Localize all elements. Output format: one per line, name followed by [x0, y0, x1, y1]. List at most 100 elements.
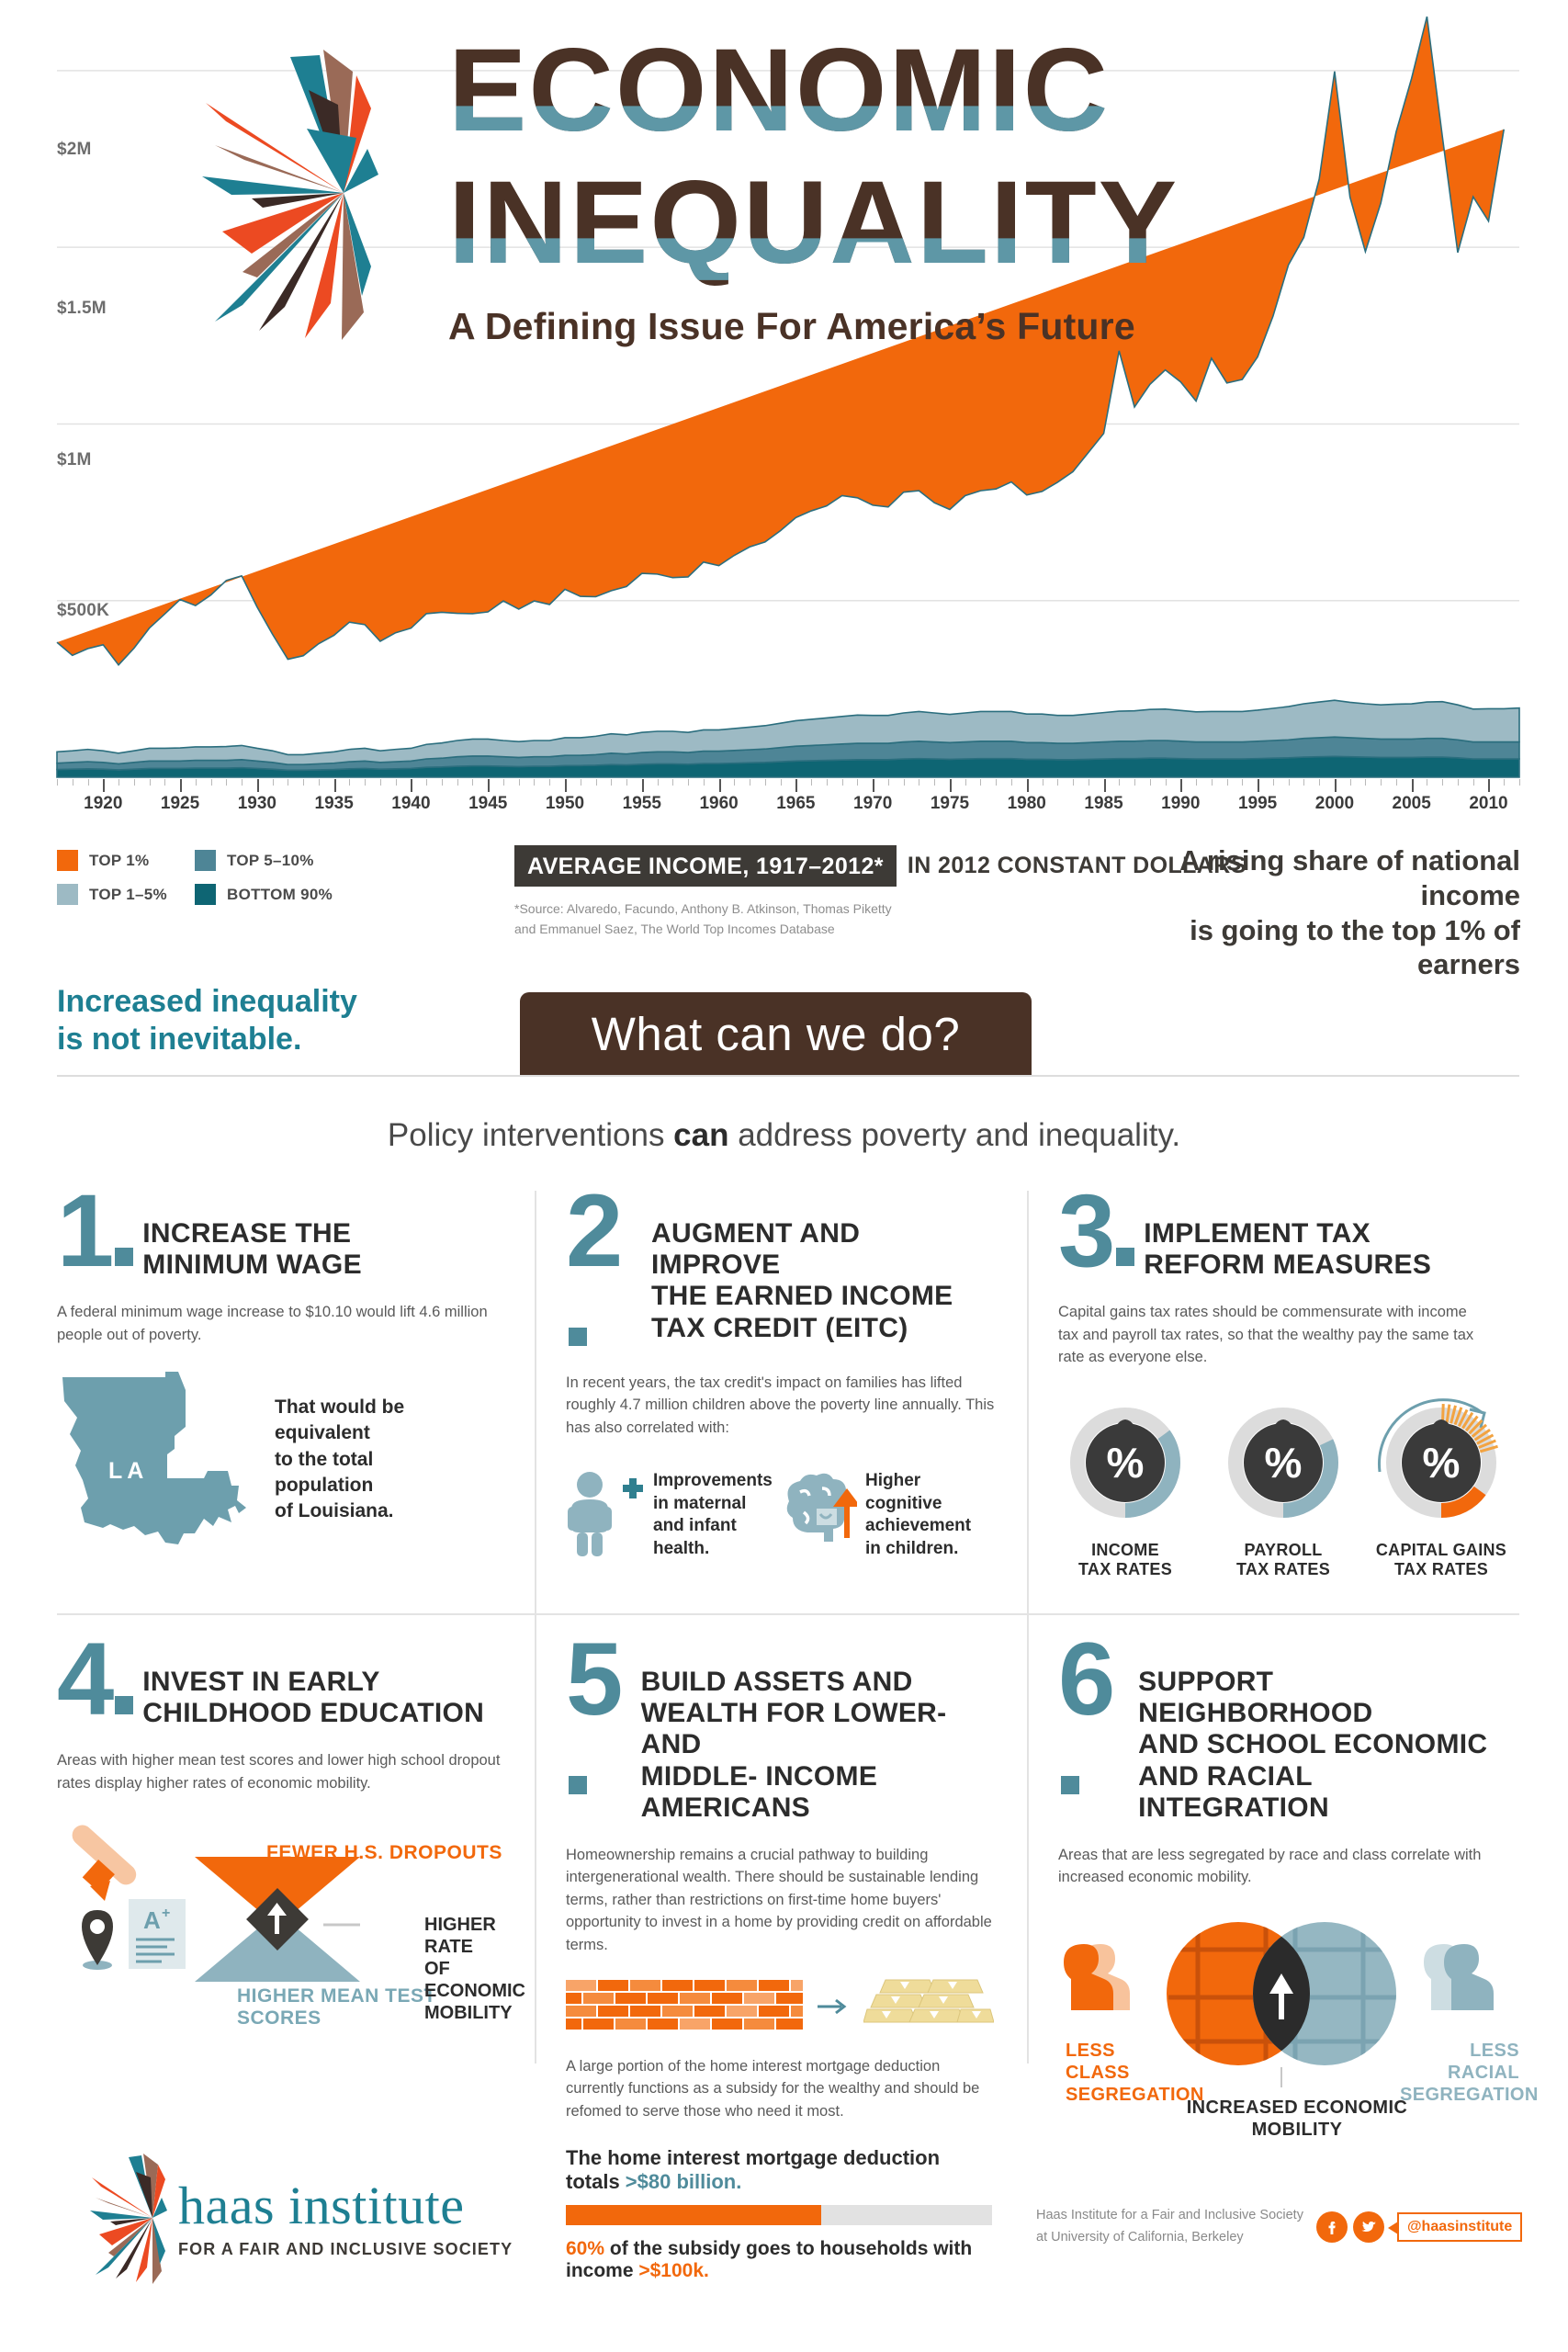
page-footer: haas institute FOR A FAIR AND INCLUSIVE …	[0, 2122, 1568, 2352]
x-tick-label: 1930	[237, 794, 276, 813]
y-tick-label-2m: $2M	[57, 140, 92, 159]
louisiana-abbr: LA	[108, 1458, 149, 1485]
legend-swatch-top1-5	[57, 884, 78, 905]
grade-letter: A	[143, 1906, 161, 1934]
chart-title-block: AVERAGE INCOME, 1917–2012* IN 2012 CONST…	[514, 845, 1247, 939]
y-tick-label-500k: $500K	[57, 601, 109, 620]
legend-item-top5-10: TOP 5–10%	[195, 850, 360, 871]
card-3-number: 3	[1058, 1180, 1138, 1283]
x-tick-major	[1026, 779, 1029, 792]
infant-icon	[568, 1471, 643, 1556]
x-tick-label: 2010	[1469, 794, 1508, 813]
x-tick-minor	[426, 779, 428, 786]
x-tick-minor	[1472, 779, 1474, 786]
x-tick-label: 1935	[314, 794, 354, 813]
x-tick-minor	[1504, 779, 1506, 786]
x-tick-minor	[996, 779, 998, 786]
card-5-number-dot	[569, 1776, 587, 1795]
card-5-number: 5	[566, 1628, 636, 1800]
x-tick-minor	[826, 779, 828, 786]
legend-swatch-bottom90	[195, 884, 216, 905]
x-tick-minor	[1457, 779, 1459, 786]
footer-right: Haas Institute for a Fair and Inclusive …	[1036, 2205, 1523, 2249]
x-tick-major	[873, 779, 875, 792]
venn-bottom-label: INCREASED ECONOMIC MOBILITY	[1186, 2097, 1408, 2140]
twitter-handle[interactable]: @haasinstitute	[1387, 2211, 1523, 2242]
title-block: ECONOMIC ECONOMIC INEQUALITY INEQUALITY …	[448, 32, 1177, 348]
hg-bottom-label: HIGHER MEAN TEST SCORES	[237, 1985, 436, 2030]
x-tick-major	[1103, 779, 1106, 792]
facebook-icon[interactable]	[1315, 2211, 1348, 2243]
x-tick-minor	[764, 779, 766, 786]
x-tick-label: 1975	[930, 794, 970, 813]
card-1-title: INCREASE THE MINIMUM WAGE	[142, 1218, 362, 1281]
x-tick-minor	[657, 779, 659, 786]
class-silhouettes-icon	[1064, 1943, 1130, 2010]
x-tick-minor	[1010, 779, 1012, 786]
chart-area-top-1-	[56, 16, 1506, 666]
x-tick-label: 1945	[468, 794, 508, 813]
footer-logo-tagline: FOR A FAIR AND INCLUSIVE SOCIETY	[178, 2239, 513, 2258]
legend-item-top1: TOP 1%	[57, 850, 195, 871]
footer-address: Haas Institute for a Fair and Inclusive …	[1036, 2208, 1303, 2245]
x-tick-minor	[87, 779, 89, 786]
subtitle: A Defining Issue For America’s Future	[448, 305, 1135, 347]
x-axis-ticks: 1920 1925 1930 1935 1940 1945 1950 1955 1960 1965…	[57, 779, 1520, 813]
x-tick-minor	[457, 779, 458, 786]
x-tick-label: 1965	[776, 794, 816, 813]
policy-bold: can	[673, 1117, 729, 1153]
subsidy-income-threshold: >$100k.	[638, 2260, 709, 2282]
mobility-up-arrow-icon	[267, 1903, 287, 1935]
donut-label-1: INCOME TAX RATES	[1077, 1540, 1173, 1579]
card-3-title: IMPLEMENT TAX REFORM MEASURES	[1144, 1218, 1432, 1281]
venn-intersection	[1253, 1921, 1310, 2065]
x-tick-label: 1985	[1084, 794, 1123, 813]
what-can-we-do-banner: What can we do?	[520, 992, 1032, 1075]
income-area-chart	[0, 0, 1568, 799]
x-tick-major	[180, 779, 183, 792]
x-tick-minor	[534, 779, 536, 786]
legend-label-top5-10: TOP 5–10%	[227, 851, 314, 869]
twitter-icon[interactable]	[1352, 2211, 1384, 2243]
mortgage-total-value: >$80 billion.	[625, 2170, 742, 2194]
x-tick-minor	[964, 779, 966, 786]
eitc-effect-health-label: Improvements in maternal and infant heal…	[653, 1470, 773, 1558]
x-tick-minor	[595, 779, 597, 786]
card-4-number: 4	[57, 1628, 137, 1731]
card-4-number-dot	[115, 1696, 134, 1714]
card-6-title: SUPPORT NEIGHBORHOOD AND SCHOOL ECONOMIC…	[1138, 1667, 1488, 1823]
x-tick-label: 1990	[1161, 794, 1201, 813]
x-tick-major	[333, 779, 336, 792]
venn-left-label: LESS CLASS SEGREGATION	[1066, 2040, 1204, 2105]
chart-source: *Source: Alvaredo, Facundo, Anthony B. A…	[514, 899, 1247, 939]
x-tick-minor	[379, 779, 381, 786]
x-tick-minor	[626, 779, 628, 786]
x-tick-major	[1488, 779, 1491, 792]
tax-rate-donuts: % INCOME TAX RATES% PAYROLL TAX RATES% CAPITA…	[1058, 1393, 1506, 1580]
x-tick-major	[795, 779, 798, 792]
x-tick-minor	[226, 779, 228, 786]
donut-3: % CAPITAL GAINS TAX RATES	[1374, 1393, 1508, 1580]
x-tick-minor	[1288, 779, 1290, 786]
y-tick-label-1m: $1M	[57, 450, 92, 469]
growth-hatching	[1441, 1403, 1498, 1453]
growth-arc	[1378, 1397, 1483, 1472]
hero-section: $2M $1.5M $1M $500K	[0, 0, 1568, 980]
x-tick-minor	[164, 779, 166, 786]
x-tick-minor	[1319, 779, 1321, 786]
policy-card-6: 6 SUPPORT NEIGHBORHOOD AND SCHOOL ECONOM…	[1027, 1613, 1538, 2140]
card-2-title: AUGMENT AND IMPROVE THE EARNED INCOME TA…	[651, 1218, 953, 1343]
policy-card-5: 5 BUILD ASSETS AND WEALTH FOR LOWER- AND…	[535, 1613, 1027, 2281]
x-tick-minor	[210, 779, 212, 786]
card-6-number-dot	[1061, 1776, 1079, 1795]
legend-item-top1-5: TOP 1–5%	[57, 884, 195, 905]
report-card-icon: A +	[129, 1899, 186, 1970]
eitc-effects: Improvements in maternal and infant heal…	[566, 1470, 996, 1561]
chart-source-line2: and Emmanuel Saez, The World Top Incomes…	[514, 921, 835, 936]
x-tick-label: 1980	[1007, 794, 1046, 813]
x-tick-major	[1334, 779, 1337, 792]
legend-label-top1: TOP 1%	[89, 851, 150, 869]
x-tick-minor	[903, 779, 905, 786]
x-tick-minor	[1272, 779, 1274, 786]
chart-kicker-line2: is going to the top 1% of earners	[1190, 913, 1520, 981]
